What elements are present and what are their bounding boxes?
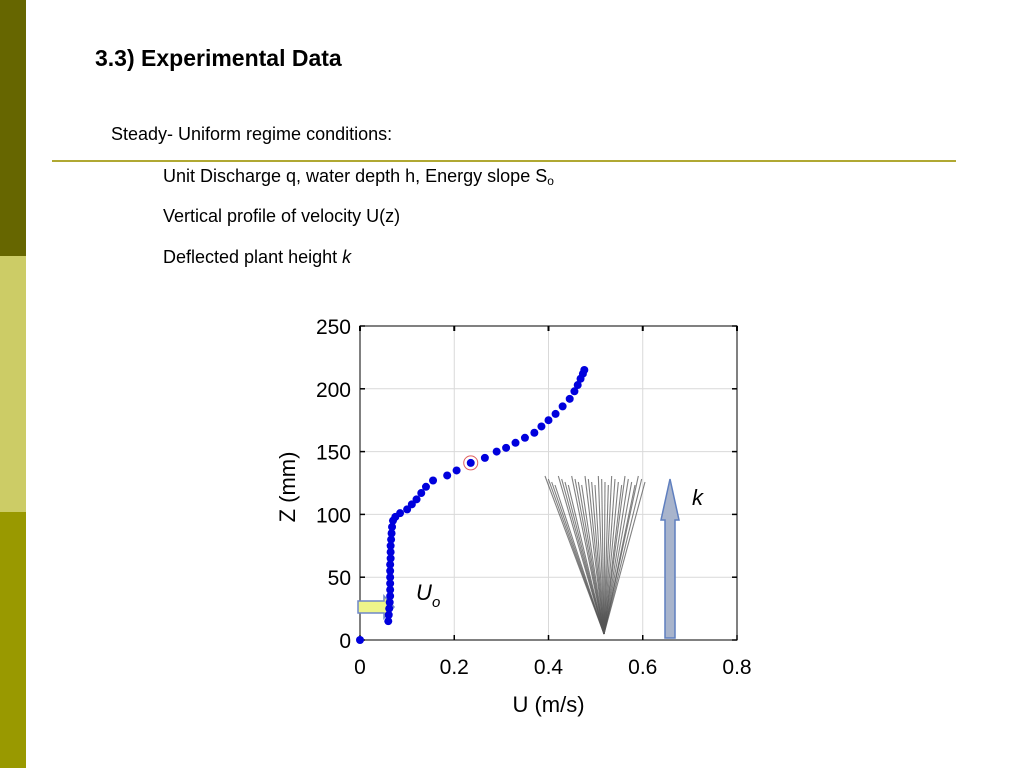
data-point [386, 566, 395, 575]
plant-stem [603, 475, 613, 635]
data-point [443, 471, 452, 480]
data-point [386, 541, 395, 550]
plant-stem [603, 481, 646, 635]
data-point [520, 433, 529, 442]
data-point [511, 438, 520, 447]
x-tick-label: 0.6 [628, 656, 657, 679]
y-axis-label: Z (mm) [275, 452, 300, 523]
data-point [386, 554, 395, 563]
intro-text: Steady- Uniform regime conditions: [111, 124, 393, 144]
x-tick-label: 0.4 [534, 656, 564, 679]
k-label: k [692, 485, 704, 510]
plant-stem [603, 475, 626, 635]
data-point [396, 509, 405, 518]
data-point [386, 579, 395, 588]
uo-subscript: o [432, 594, 440, 611]
plant-stem [603, 481, 619, 635]
data-point [466, 458, 475, 467]
plant-stem [603, 475, 639, 635]
bullet-discharge-text: Unit Discharge q, water depth h, Energy … [163, 166, 548, 186]
data-point [385, 598, 394, 607]
data-point [573, 381, 582, 390]
x-tick-label: 0.2 [440, 656, 469, 679]
title-divider [52, 160, 956, 162]
bullet-discharge-subscript: o [547, 174, 554, 188]
data-point [403, 505, 412, 514]
data-point [558, 402, 567, 411]
sidebar-band-dark [0, 0, 26, 256]
plant-stem [603, 478, 616, 635]
data-point [537, 422, 546, 431]
slide-title: 3.3) Experimental Data [95, 45, 342, 71]
data-point [388, 522, 397, 531]
y-tick-label: 150 [316, 442, 351, 465]
data-point [387, 529, 396, 538]
x-tick-label: 0 [354, 656, 366, 679]
x-tick-label: 0.8 [722, 656, 751, 679]
x-axis-label: U (m/s) [512, 692, 584, 717]
plant-stem [581, 484, 605, 635]
data-point [386, 548, 395, 557]
uo-label: U [416, 580, 432, 605]
highlighted-point-circle [463, 455, 479, 471]
bullet-velocity-profile: Vertical profile of velocity U(z) [163, 206, 401, 226]
data-point [386, 560, 395, 569]
y-tick-label: 50 [328, 567, 351, 590]
data-point [565, 394, 574, 403]
bullet-plant-height-text: Deflected plant height [163, 247, 343, 267]
data-point [387, 535, 396, 544]
y-tick-label: 0 [339, 630, 351, 653]
k-arrow [660, 478, 680, 639]
data-point [356, 636, 364, 644]
data-point [530, 428, 539, 437]
data-point [580, 365, 589, 374]
data-point [384, 610, 393, 619]
sidebar-band-light [0, 256, 26, 512]
data-point [544, 416, 553, 425]
plant-stem [603, 481, 606, 635]
plant-stem [603, 478, 643, 635]
data-point [384, 617, 393, 626]
data-point [452, 466, 461, 475]
y-tick-label: 100 [316, 504, 351, 527]
plant-stem [567, 484, 605, 635]
data-point [570, 387, 579, 396]
plant-stem [603, 481, 633, 635]
data-point [407, 500, 416, 509]
data-point [429, 476, 438, 485]
sidebar-decoration [0, 0, 26, 768]
bullet-plant-height-var: k [342, 247, 352, 267]
data-point [386, 592, 395, 601]
plant-stem [601, 478, 605, 635]
data-point [386, 585, 395, 594]
data-point [551, 409, 560, 418]
plant-stem [554, 484, 605, 635]
sidebar-band-mid [0, 512, 26, 768]
plant-stem [594, 484, 605, 635]
y-tick-label: 250 [316, 316, 351, 339]
data-point [386, 573, 395, 582]
data-point [480, 453, 489, 462]
bullet-discharge: Unit Discharge q, water depth h, Energy … [163, 166, 554, 188]
data-point [385, 604, 394, 613]
data-point [421, 482, 430, 491]
plant-stem [603, 478, 629, 635]
data-point [412, 495, 421, 504]
data-point [492, 447, 501, 456]
data-point [502, 443, 511, 452]
y-tick-label: 200 [316, 379, 351, 402]
data-point [417, 489, 426, 498]
bullet-plant-height: Deflected plant height k [163, 247, 351, 268]
